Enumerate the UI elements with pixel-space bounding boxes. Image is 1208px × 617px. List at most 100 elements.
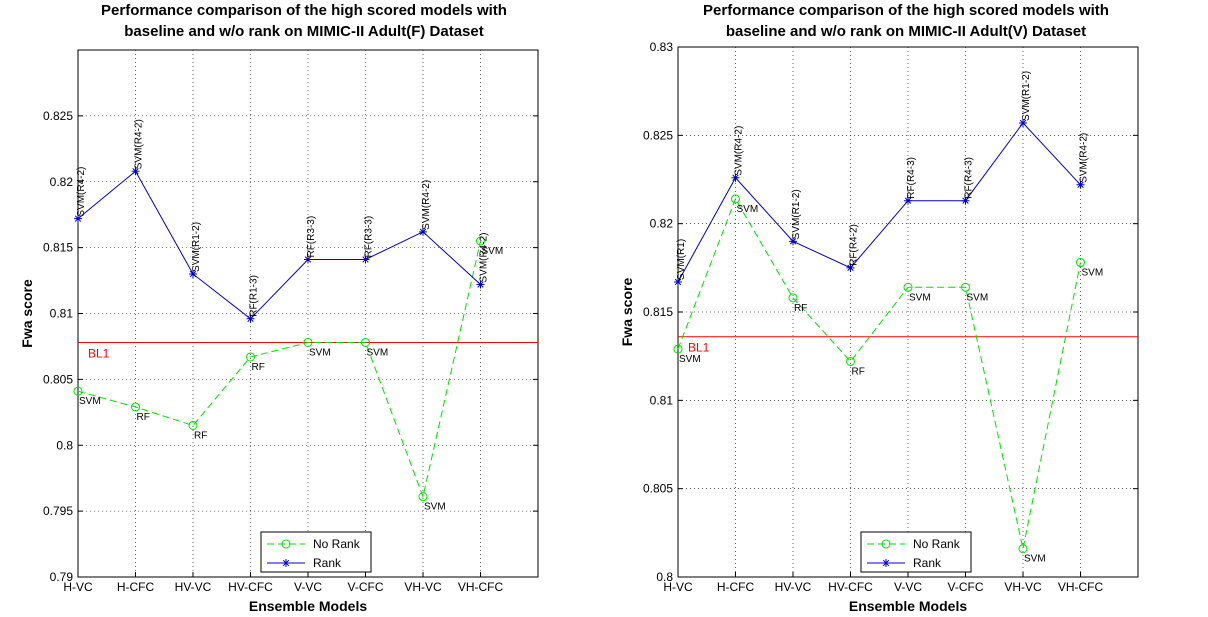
- data-label-rank: RF(R1-3): [249, 275, 260, 317]
- chart-panel-2: Performance comparison of the high score…: [619, 2, 1139, 614]
- y-tick-label: 0.795: [43, 504, 73, 518]
- data-point-rank: [74, 214, 82, 223]
- data-point-no-rank: [246, 352, 255, 362]
- series-line-no-rank: [77, 240, 481, 499]
- legend-label: Rank: [913, 556, 942, 570]
- data-point-rank: [961, 196, 970, 205]
- y-tick-label: 0.8: [56, 438, 73, 452]
- data-label-rank: RF(R3-3): [364, 216, 375, 258]
- y-tick-label: 0.82: [50, 175, 74, 189]
- legend-label: No Rank: [913, 537, 961, 551]
- y-tick-label: 0.81: [650, 393, 674, 407]
- data-label-no-rank: RF: [252, 362, 265, 373]
- y-tick-label: 0.8: [656, 570, 673, 584]
- y-tick-label: 0.82: [650, 217, 674, 231]
- data-point-no-rank: [131, 402, 140, 412]
- data-label-no-rank: SVM: [79, 396, 101, 407]
- x-tick-label: V-VC: [294, 580, 322, 594]
- data-point-rank: [731, 173, 740, 182]
- data-point-rank: [789, 237, 797, 246]
- y-tick-label: 0.805: [43, 372, 73, 386]
- legend-box: [260, 531, 372, 573]
- data-label-no-rank: RF: [137, 412, 150, 423]
- legend-marker-circle: [881, 539, 891, 549]
- data-point-rank: [476, 280, 485, 289]
- data-point-rank: [846, 263, 855, 272]
- x-tick-label: HV-CFC: [228, 580, 273, 594]
- data-label-rank: SVM(R1-2): [191, 222, 202, 272]
- data-point-no-rank: [418, 492, 428, 502]
- x-tick-label: VH-VC: [404, 580, 442, 594]
- x-tick-label: H-CFC: [117, 580, 155, 594]
- data-label-no-rank: SVM: [482, 246, 504, 257]
- x-tick-label: VH-VC: [1004, 580, 1042, 594]
- x-tick-label: H-VC: [663, 580, 693, 594]
- data-point-rank: [246, 314, 255, 323]
- chart-panel-1: Performance comparison of the high score…: [19, 2, 539, 614]
- x-tick-label: V-CFC: [948, 580, 984, 594]
- data-label-no-rank: SVM: [1082, 268, 1104, 279]
- data-point-rank: [189, 269, 197, 278]
- legend-marker-circle: [281, 539, 291, 549]
- data-point-no-rank: [673, 344, 683, 354]
- data-point-no-rank: [476, 236, 485, 246]
- chart-title-line: baseline and w/o rank on MIMIC-II Adult(…: [726, 23, 1086, 40]
- data-label-rank: SVM(R4-2): [76, 167, 87, 217]
- y-tick-label: 0.79: [50, 570, 74, 584]
- legend-box: [860, 531, 972, 573]
- data-label-rank: SVM(R4-2): [1079, 133, 1090, 183]
- data-point-no-rank: [1076, 258, 1085, 268]
- data-point-rank: [361, 255, 370, 264]
- y-tick-label: 0.815: [643, 305, 673, 319]
- data-label-rank: SVM(R4-2): [421, 180, 432, 230]
- x-tick-label: V-CFC: [348, 580, 384, 594]
- legend-label: Rank: [313, 556, 342, 570]
- legend: No Rank Rank: [260, 531, 372, 573]
- x-tick-label: HV-CFC: [828, 580, 873, 594]
- x-tick-label: H-VC: [63, 580, 93, 594]
- data-point-rank: [904, 196, 912, 205]
- data-point-rank: [131, 167, 140, 176]
- data-label-no-rank: SVM: [967, 292, 989, 303]
- data-label-rank: SVM(R1-2): [791, 189, 802, 239]
- chart-title-line: baseline and w/o rank on MIMIC-II Adult(…: [124, 23, 483, 40]
- baseline-label: BL1: [88, 346, 110, 360]
- data-label-no-rank: SVM: [737, 204, 759, 215]
- data-point-no-rank: [731, 194, 740, 204]
- series-line-rank: [677, 122, 1081, 283]
- y-tick-label: 0.815: [43, 241, 73, 255]
- data-point-rank: [304, 255, 312, 264]
- data-label-rank: SVM(R1): [676, 239, 687, 280]
- data-label-rank: SVM(R1-2): [1021, 71, 1032, 121]
- x-tick-label: VH-CFC: [1058, 580, 1104, 594]
- data-label-rank: RF(R4-3): [906, 157, 917, 199]
- data-point-no-rank: [846, 356, 855, 366]
- data-label-no-rank: SVM: [309, 347, 331, 358]
- legend: No Rank Rank: [860, 531, 972, 573]
- data-point-no-rank: [1018, 544, 1028, 554]
- data-point-no-rank: [903, 282, 913, 292]
- baseline-label: BL1: [688, 341, 710, 355]
- data-point-rank: [1076, 180, 1085, 189]
- y-tick-label: 0.825: [643, 128, 673, 142]
- legend-label: No Rank: [313, 537, 361, 551]
- x-axis-label: Ensemble Models: [849, 598, 967, 614]
- data-label-rank: RF(R3-3): [306, 216, 317, 258]
- chart-title-line: Performance comparison of the high score…: [703, 2, 1109, 19]
- y-axis-label: Fwa score: [19, 279, 35, 348]
- y-tick-label: 0.805: [643, 482, 673, 496]
- y-tick-label: 0.825: [43, 109, 73, 123]
- chart-title-line: Performance comparison of the high score…: [101, 2, 507, 19]
- data-point-rank: [419, 227, 427, 236]
- series-line-no-rank: [677, 197, 1081, 549]
- data-label-no-rank: SVM: [424, 502, 446, 513]
- series-line-rank: [77, 170, 481, 320]
- data-label-rank: SVM(R4-2): [734, 126, 745, 176]
- y-tick-label: 0.81: [50, 307, 74, 321]
- data-label-no-rank: SVM: [909, 292, 931, 303]
- x-tick-label: V-VC: [894, 580, 922, 594]
- x-tick-label: VH-CFC: [458, 580, 504, 594]
- data-label-rank: RF(R4-2): [849, 224, 860, 266]
- x-axis-label: Ensemble Models: [249, 598, 367, 614]
